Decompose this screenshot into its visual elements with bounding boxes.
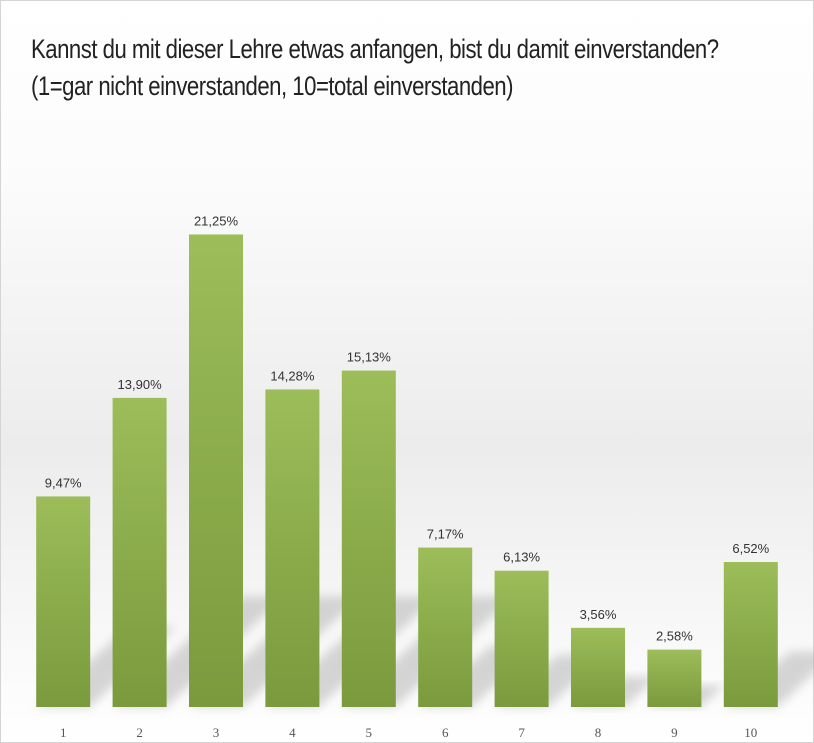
bar-9 — [647, 649, 702, 707]
bar-8 — [571, 627, 625, 707]
bars — [36, 234, 778, 707]
x-tick-labels: 1 2 3 4 5 6 7 8 9 10 — [60, 725, 757, 740]
value-label-6: 7,17% — [427, 527, 464, 542]
value-label-9: 2,58% — [656, 629, 693, 644]
value-label-3: 21,25% — [194, 213, 239, 228]
bar-2 — [112, 397, 167, 707]
chart-title: Kannst du mit dieser Lehre etwas anfange… — [31, 34, 719, 64]
bar-4 — [265, 389, 320, 707]
value-label-4: 14,28% — [270, 368, 315, 383]
x-tick-7: 7 — [518, 725, 525, 740]
value-label-5: 15,13% — [347, 350, 392, 365]
x-tick-5: 5 — [366, 725, 373, 740]
bar-7 — [494, 570, 549, 707]
bar-6 — [418, 547, 473, 707]
value-label-1: 9,47% — [45, 475, 82, 490]
value-label-8: 3,56% — [580, 607, 617, 622]
x-tick-6: 6 — [442, 725, 449, 740]
x-tick-9: 9 — [671, 725, 678, 740]
value-label-10: 6,52% — [732, 541, 769, 556]
x-tick-3: 3 — [213, 725, 220, 740]
x-tick-10: 10 — [744, 725, 757, 740]
value-label-7: 6,13% — [503, 550, 540, 565]
bar-3 — [189, 234, 243, 707]
x-tick-1: 1 — [60, 725, 67, 740]
x-tick-2: 2 — [136, 725, 143, 740]
x-tick-8: 8 — [595, 725, 602, 740]
x-tick-4: 4 — [289, 725, 296, 740]
bar-10 — [723, 562, 778, 707]
chart-subtitle: (1=gar nicht einverstanden, 10=total ein… — [31, 71, 514, 101]
bar-1 — [36, 496, 91, 707]
value-labels: 9,47% 13,90% 21,25% 14,28% 15,13% 7,17% 6,13% 3… — [45, 213, 770, 643]
bar-5 — [341, 370, 396, 707]
value-label-2: 13,90% — [118, 377, 163, 392]
